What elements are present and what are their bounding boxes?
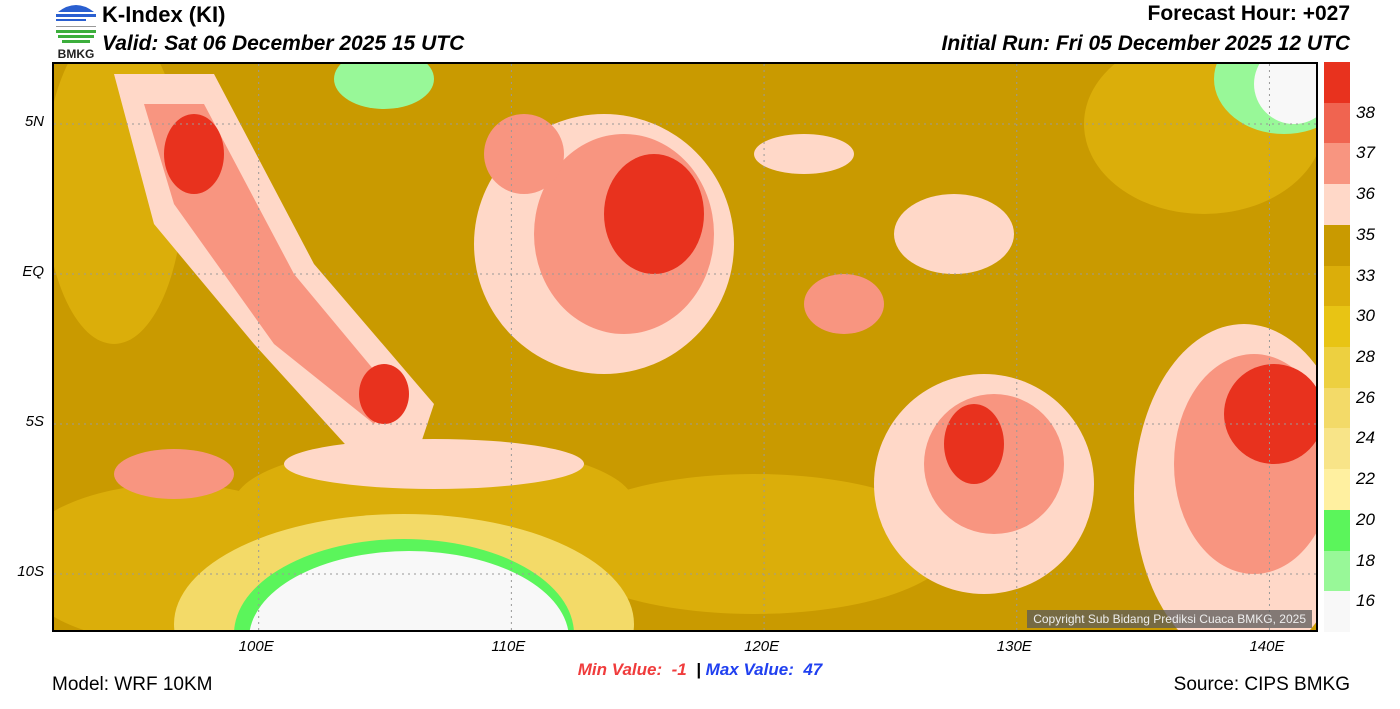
colorbar-bin	[1324, 550, 1350, 592]
lat-tick-label: EQ	[22, 263, 44, 280]
initial-run: Initial Run: Fri 05 December 2025 12 UTC	[941, 32, 1350, 55]
lon-tick-label: 130E	[996, 638, 1032, 655]
grid-lines	[54, 64, 1316, 630]
colorbar-bin	[1324, 102, 1350, 144]
min-label: Min Value:	[577, 660, 663, 679]
colorbar-bin	[1324, 224, 1350, 267]
colorbar-bin	[1324, 62, 1350, 104]
colorbar-label: 30	[1356, 306, 1375, 326]
colorbar	[1324, 62, 1350, 633]
separator: |	[696, 660, 701, 679]
colorbar-bin	[1324, 591, 1350, 633]
source-label: Source: CIPS BMKG	[1173, 674, 1350, 695]
colorbar-label: 28	[1356, 347, 1375, 366]
colorbar-label: 33	[1356, 265, 1375, 285]
colorbar-label: 35	[1356, 224, 1375, 244]
colorbar-bin	[1324, 387, 1350, 429]
colorbar-bin	[1324, 306, 1350, 348]
model-label: Model: WRF 10KM	[52, 674, 213, 695]
colorbar-label: 18	[1356, 550, 1375, 570]
colorbar-label: 20	[1356, 509, 1375, 529]
lat-tick-label: 5N	[24, 113, 44, 130]
colorbar-label: 16	[1356, 591, 1375, 611]
min-max-values: Min Value: -1 | Max Value: 47	[0, 660, 1400, 680]
svg-text:BMKG: BMKG	[58, 47, 95, 60]
forecast-hour: Forecast Hour: +027	[1147, 2, 1351, 25]
colorbar-bin	[1324, 347, 1350, 389]
colorbar-label: 24	[1356, 428, 1375, 448]
colorbar-label: 36	[1356, 184, 1375, 204]
colorbar-bin	[1324, 184, 1350, 226]
colorbar-bin	[1324, 143, 1350, 185]
lon-tick-label: 100E	[238, 638, 274, 655]
colorbar-label: 22	[1356, 469, 1375, 489]
lon-tick-label: 110E	[491, 638, 526, 655]
colorbar-bin	[1324, 265, 1350, 307]
lon-tick-label: 140E	[1249, 638, 1285, 655]
copyright-text: Copyright Sub Bidang Prediksi Cuaca BMKG…	[1027, 610, 1312, 628]
high-k-zones	[114, 74, 1316, 630]
australia-stable-zone	[174, 64, 1316, 630]
k-index-map: Copyright Sub Bidang Prediksi Cuaca BMKG…	[52, 62, 1318, 632]
lat-tick-label: 5S	[25, 413, 44, 430]
max-label: Max Value:	[705, 660, 794, 679]
bmkg-logo: BMKG	[52, 2, 100, 61]
lat-tick-label: 10S	[17, 563, 44, 580]
map-title: K-Index (KI)	[102, 2, 226, 27]
colorbar-label: 26	[1356, 387, 1375, 407]
map-field	[54, 64, 1316, 630]
valid-time: Valid: Sat 06 December 2025 15 UTC	[102, 32, 465, 55]
colorbar-label: 37	[1356, 143, 1375, 163]
colorbar-bin	[1324, 469, 1350, 511]
lon-tick-label: 120E	[744, 638, 780, 655]
max-value: 47	[803, 660, 823, 679]
colorbar-label: 38	[1356, 102, 1375, 122]
colorbar-bin	[1324, 428, 1350, 470]
min-value: -1	[671, 660, 687, 679]
colorbar-bin	[1324, 509, 1350, 552]
